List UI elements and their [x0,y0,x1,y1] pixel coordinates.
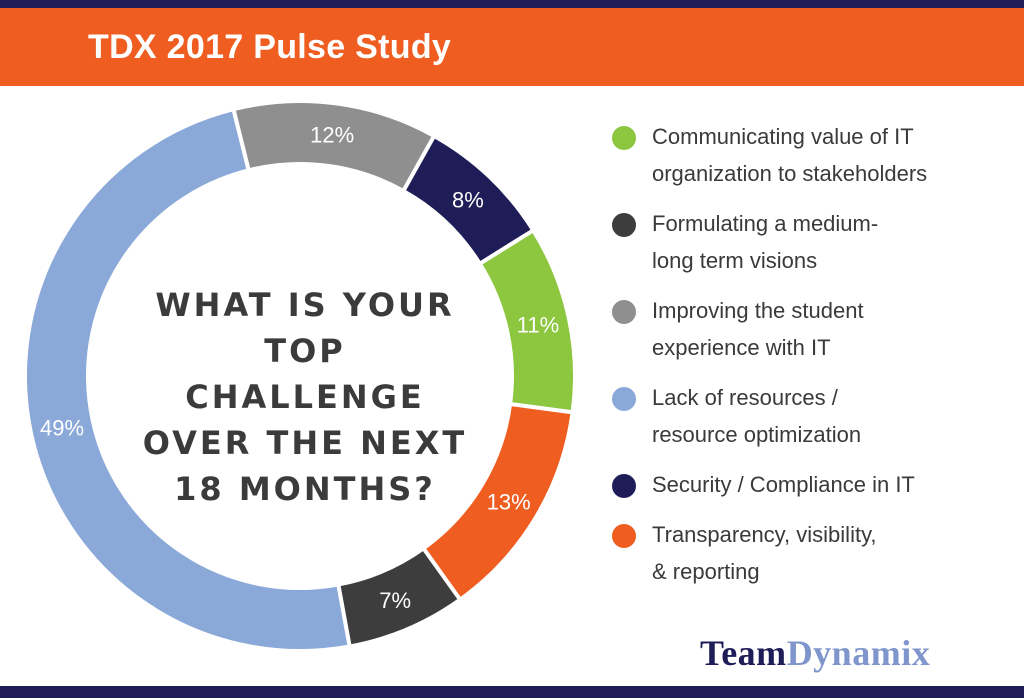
donut-slice [400,133,536,267]
header-banner: TDX 2017 Pulse Study [0,8,1024,86]
legend-label: Communicating value of IT [652,124,914,149]
legend-item: Improving the student experience with IT [612,292,1012,366]
teamdynamix-logo: TeamDynamix [700,632,930,674]
legend-item: Formulating a medium-long term visions [612,205,1012,279]
legend-item: Transparency, visibility, & reporting [612,516,1012,590]
slice-value-label: 7% [379,588,411,613]
logo-text-team: Team [700,633,787,673]
legend-label: & reporting [652,559,760,584]
slice-value-label: 8% [452,188,484,213]
legend-label: experience with IT [652,335,831,360]
donut-chart: 11% 13% 7% 49% 12% 8% [23,99,577,653]
slice-value-label: 12% [310,123,354,148]
legend-swatch [612,300,636,324]
legend-swatch [612,213,636,237]
legend-swatch [612,524,636,548]
chart-legend: Communicating value of IT organization to… [612,118,1012,603]
legend-swatch [612,387,636,411]
legend-swatch [612,126,636,150]
legend-item: Security / Compliance in IT [612,466,1012,503]
legend-label: Improving the student [652,298,864,323]
legend-label: Security / Compliance in IT [652,472,915,497]
logo-text-dynamix: Dynamix [786,633,931,673]
slice-value-label: 11% [517,313,559,338]
legend-label: long term visions [652,248,818,273]
question-line: TOP CHALLENGE [185,332,425,416]
legend-swatch [612,474,636,498]
bottom-stripe [0,686,1024,698]
donut-slice [23,106,352,653]
legend-item: Communicating value of IT organization to… [612,118,1012,192]
page-title: TDX 2017 Pulse Study [88,28,452,66]
question-line: 18 MONTHS? [174,470,436,508]
slice-value-label: 49% [40,415,84,440]
legend-label: Lack of resources / [652,385,838,410]
question-line: WHAT IS YOUR [155,286,455,324]
top-stripe [0,0,1024,8]
legend-label: Transparency, visibility, [652,522,877,547]
legend-label: organization to stakeholders [652,161,928,186]
legend-label: resource optimization [652,422,862,447]
slice-value-label: 13% [487,489,531,514]
legend-label: Formulating a medium- [652,211,879,236]
legend-item: Lack of resources / resource optimization [612,379,1012,453]
question-line: OVER THE NEXT [142,424,468,462]
chart-question: WHAT IS YOUR TOP CHALLENGE OVER THE NEXT… [140,282,470,512]
